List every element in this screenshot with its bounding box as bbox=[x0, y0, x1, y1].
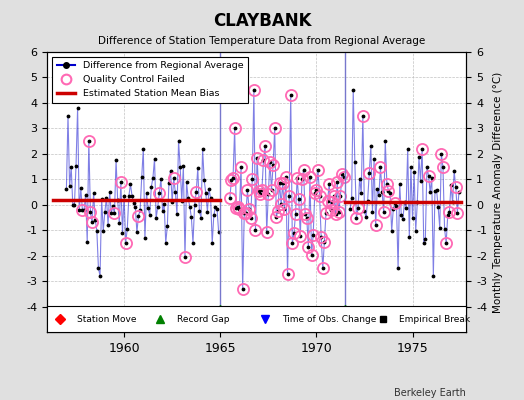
Y-axis label: Monthly Temperature Anomaly Difference (°C): Monthly Temperature Anomaly Difference (… bbox=[493, 71, 503, 313]
Legend: Difference from Regional Average, Quality Control Failed, Estimated Station Mean: Difference from Regional Average, Qualit… bbox=[52, 57, 248, 103]
Text: Station Move: Station Move bbox=[77, 314, 136, 324]
Text: Berkeley Earth: Berkeley Earth bbox=[395, 388, 466, 398]
Text: Record Gap: Record Gap bbox=[177, 314, 230, 324]
Text: CLAYBANK: CLAYBANK bbox=[213, 12, 311, 30]
Text: Time of Obs. Change: Time of Obs. Change bbox=[282, 314, 376, 324]
Text: Empirical Break: Empirical Break bbox=[399, 314, 471, 324]
Text: Difference of Station Temperature Data from Regional Average: Difference of Station Temperature Data f… bbox=[99, 36, 425, 46]
